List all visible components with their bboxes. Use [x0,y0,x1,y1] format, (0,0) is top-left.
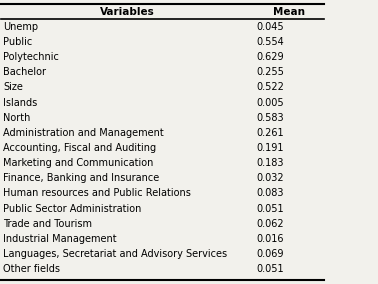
Text: Accounting, Fiscal and Auditing: Accounting, Fiscal and Auditing [3,143,156,153]
Text: 0.083: 0.083 [257,189,284,199]
Text: Marketing and Communication: Marketing and Communication [3,158,153,168]
Text: Public Sector Administration: Public Sector Administration [3,204,141,214]
Text: Variables: Variables [100,7,155,17]
Text: Size: Size [3,82,23,93]
Text: Human resources and Public Relations: Human resources and Public Relations [3,189,191,199]
Text: 0.583: 0.583 [257,113,285,123]
Text: 0.051: 0.051 [257,264,285,274]
Text: 0.261: 0.261 [257,128,285,138]
Text: Polytechnic: Polytechnic [3,52,59,62]
Text: Finance, Banking and Insurance: Finance, Banking and Insurance [3,173,159,183]
Text: 0.016: 0.016 [257,234,284,244]
Text: Mean: Mean [273,7,305,17]
Text: Administration and Management: Administration and Management [3,128,164,138]
Text: 0.051: 0.051 [257,204,285,214]
Text: 0.045: 0.045 [257,22,285,32]
Text: Other fields: Other fields [3,264,60,274]
Text: Public: Public [3,37,32,47]
Text: Islands: Islands [3,98,37,108]
Text: 0.255: 0.255 [257,67,285,77]
Text: 0.554: 0.554 [257,37,285,47]
Text: 0.191: 0.191 [257,143,284,153]
Text: 0.183: 0.183 [257,158,284,168]
Text: Languages, Secretariat and Advisory Services: Languages, Secretariat and Advisory Serv… [3,249,227,259]
Text: Industrial Management: Industrial Management [3,234,116,244]
Text: Bachelor: Bachelor [3,67,46,77]
Text: Unemp: Unemp [3,22,38,32]
Text: Trade and Tourism: Trade and Tourism [3,219,92,229]
Text: 0.522: 0.522 [257,82,285,93]
Text: 0.005: 0.005 [257,98,285,108]
Text: 0.069: 0.069 [257,249,284,259]
Text: North: North [3,113,30,123]
Text: 0.629: 0.629 [257,52,285,62]
Text: 0.032: 0.032 [257,173,285,183]
Text: 0.062: 0.062 [257,219,285,229]
